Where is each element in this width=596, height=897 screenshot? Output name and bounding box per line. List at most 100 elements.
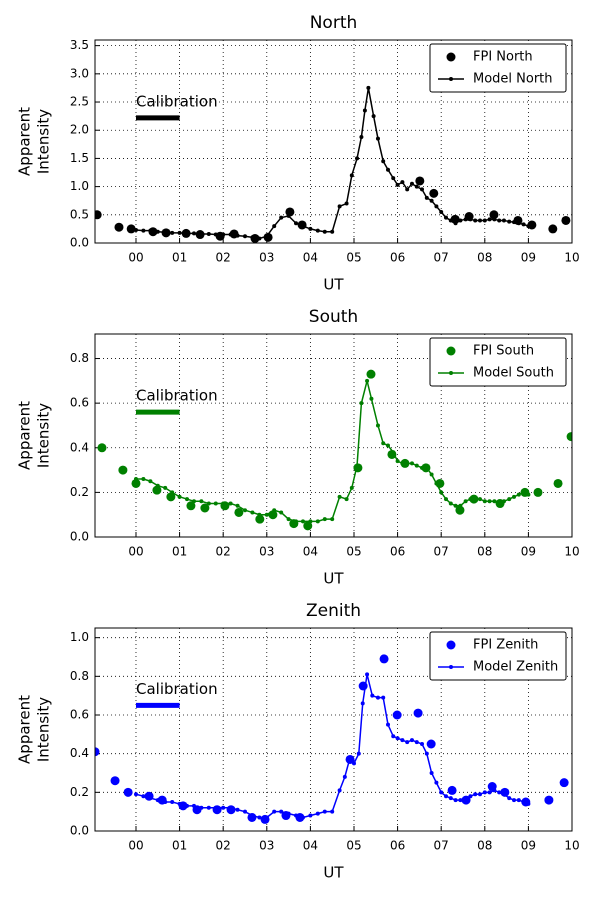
model-point <box>279 215 284 220</box>
fpi-point <box>553 478 563 488</box>
model-point <box>170 800 175 804</box>
model-point <box>420 465 425 470</box>
fpi-point <box>234 507 244 517</box>
legend-marker <box>446 346 456 356</box>
y-tick-label: 0.4 <box>70 746 89 760</box>
panel-title: South <box>309 307 358 327</box>
model-point <box>512 494 517 499</box>
x-tick-label: 05 <box>346 251 361 265</box>
x-tick-label: 03 <box>259 839 274 853</box>
model-point <box>391 450 396 455</box>
model-point <box>170 490 175 495</box>
model-point <box>400 180 405 185</box>
model-point <box>386 443 391 448</box>
model-point <box>512 798 517 803</box>
model-point <box>375 695 380 700</box>
model-point <box>478 792 483 797</box>
model-point <box>434 481 439 486</box>
model-point <box>330 229 335 234</box>
fpi-point <box>200 503 210 513</box>
model-point <box>206 231 211 236</box>
x-tick-label: 04 <box>303 545 318 559</box>
legend-label: FPI Zenith <box>473 638 538 653</box>
x-tick-label: 08 <box>477 251 492 265</box>
y-tick-label: 0.0 <box>70 236 89 250</box>
model-point <box>264 234 269 239</box>
x-tick-label: 00 <box>128 839 143 853</box>
model-point <box>463 499 468 504</box>
fpi-point <box>566 432 572 442</box>
fpi-point <box>415 176 425 186</box>
model-point <box>468 217 473 222</box>
plot-area: Calibration <box>95 85 571 243</box>
model-point <box>356 751 361 756</box>
model-point <box>365 672 370 677</box>
y-axis-label: Apparent <box>16 401 34 470</box>
model-point <box>213 805 218 810</box>
model-point <box>386 722 391 727</box>
model-point <box>250 510 255 515</box>
model-point <box>414 184 419 189</box>
panel-title: Zenith <box>306 601 361 621</box>
model-point <box>473 497 478 502</box>
model-point <box>155 229 160 234</box>
fpi-point <box>131 478 141 488</box>
model-point <box>395 182 400 187</box>
model-point <box>300 519 305 524</box>
model-point <box>448 218 453 223</box>
model-point <box>448 796 453 801</box>
model-point <box>308 226 313 231</box>
fpi-point <box>447 785 457 795</box>
model-point <box>342 774 347 779</box>
model-point <box>148 479 153 484</box>
model-point <box>294 813 299 818</box>
legend: FPI Zenith Model Zenith <box>429 631 567 681</box>
fpi-point <box>548 224 558 234</box>
model-point <box>420 742 425 746</box>
model-point <box>163 485 168 490</box>
fpi-point <box>186 501 196 511</box>
x-tick-label: 01 <box>172 251 187 265</box>
fpi-point <box>123 787 133 797</box>
model-point <box>330 517 335 522</box>
model-point <box>300 815 305 820</box>
model-point <box>507 497 512 502</box>
model-point <box>395 736 400 741</box>
panel: Zenith UT Apparent Intensity 00 01 02 03 04 05 06 0… <box>16 601 580 882</box>
legend-label: Model Zenith <box>473 660 558 675</box>
legend: FPI North Model North <box>429 43 567 93</box>
model-point <box>429 472 434 477</box>
y-tick-label: 1.0 <box>70 179 89 193</box>
x-tick-label: 09 <box>521 545 536 559</box>
model-point <box>337 204 342 209</box>
model-point <box>369 396 374 401</box>
model-point <box>521 800 526 804</box>
fpi-point <box>533 487 543 497</box>
model-point <box>458 218 463 223</box>
fpi-point <box>166 492 176 502</box>
model-point <box>294 519 299 524</box>
x-tick-label: 08 <box>477 545 492 559</box>
model-point <box>492 788 497 793</box>
model-point <box>512 220 517 225</box>
model-point <box>355 156 360 161</box>
legend-label: Model North <box>473 72 553 87</box>
legend-marker <box>446 52 456 62</box>
legend-label: FPI South <box>473 344 534 359</box>
x-tick-label: 10 <box>564 545 579 559</box>
model-point <box>360 701 365 706</box>
model-point <box>257 236 262 241</box>
model-point <box>521 222 526 227</box>
legend-marker <box>449 77 453 81</box>
legend-marker <box>446 640 456 650</box>
fpi-point <box>95 747 100 757</box>
y-tick-label: 0.0 <box>70 530 89 544</box>
model-point <box>272 508 277 513</box>
model-point <box>375 423 380 428</box>
plot-frame <box>94 39 573 244</box>
fpi-point <box>413 708 423 718</box>
model-point <box>391 176 396 181</box>
model-point <box>344 201 349 206</box>
fpi-point <box>110 776 120 786</box>
model-point <box>257 512 262 517</box>
